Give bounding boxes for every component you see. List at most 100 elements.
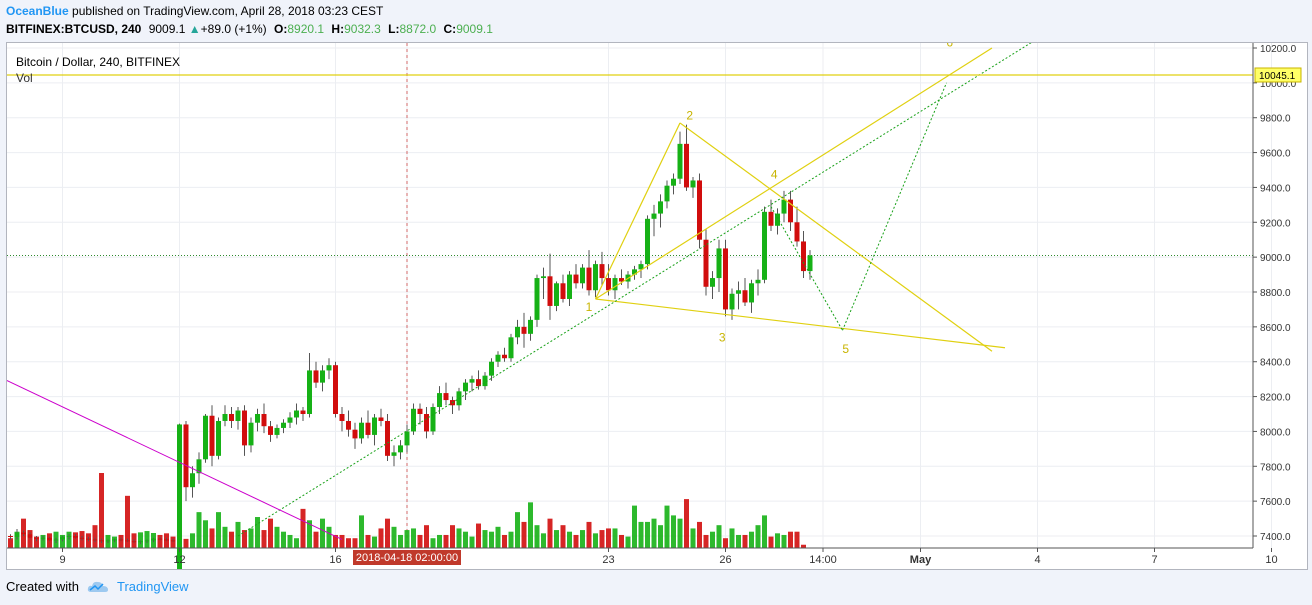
candle — [222, 414, 228, 421]
volume-bar — [567, 531, 572, 548]
volume-bar — [8, 538, 13, 548]
candle — [34, 537, 39, 539]
volume-bar — [229, 531, 234, 548]
volume-bar — [40, 534, 46, 548]
close-value: 9009.1 — [456, 22, 493, 36]
volume-bar — [326, 526, 332, 548]
volume-bar — [222, 526, 228, 548]
candle — [749, 283, 754, 303]
wave-label: 2 — [686, 108, 693, 122]
low-label: L: — [388, 22, 400, 36]
open-value: 8920.1 — [287, 22, 325, 36]
candle — [723, 248, 728, 310]
volume-bar — [762, 515, 767, 548]
price-tick-label: 8600.0 — [1260, 323, 1291, 334]
volume-bar — [300, 508, 306, 548]
candle — [437, 393, 442, 408]
candle — [573, 274, 579, 284]
volume-bar — [775, 533, 780, 548]
volume-bar — [671, 515, 676, 548]
candle — [671, 178, 676, 186]
candle — [40, 537, 46, 539]
volume-bar — [372, 536, 377, 548]
wave-label: 3 — [719, 331, 726, 345]
candle — [359, 422, 364, 439]
tradingview-link[interactable]: TradingView — [116, 579, 189, 594]
footer: Created with TradingView — [6, 579, 189, 594]
candle — [690, 180, 696, 188]
tradingview-cloud-icon — [87, 581, 108, 592]
volume-bar — [547, 518, 553, 548]
candle — [190, 473, 195, 488]
trend-line-dotted — [237, 43, 1032, 537]
volume-bar — [365, 534, 371, 548]
volume-bar — [60, 534, 65, 548]
candle — [14, 532, 20, 537]
volume-bar — [307, 520, 312, 548]
volume-bar — [216, 512, 221, 548]
low-value: 8872.0 — [399, 22, 437, 36]
author-link[interactable]: OceanBlue — [6, 4, 69, 18]
chart-panel[interactable]: 1234567400.07600.07800.08000.08200.08400… — [6, 42, 1308, 570]
volume-bar — [606, 528, 611, 548]
volume-bar — [235, 521, 241, 548]
volume-bar — [294, 538, 299, 548]
chart-title: Bitcoin / Dollar, 240, BITFINEX — [16, 55, 181, 69]
candle — [118, 539, 124, 541]
price-tick-label: 7600.0 — [1260, 497, 1291, 508]
candle — [105, 540, 111, 542]
candle — [8, 536, 13, 537]
candle — [586, 267, 592, 291]
volume-bar — [723, 538, 728, 548]
time-tick-label: 9 — [59, 554, 65, 566]
candle — [99, 540, 104, 542]
candle — [762, 211, 767, 280]
candle — [320, 370, 325, 383]
volume-bar — [560, 525, 566, 548]
candle — [528, 319, 533, 334]
candle — [677, 143, 683, 179]
candle — [235, 410, 241, 421]
price-tick-label: 7400.0 — [1260, 532, 1291, 543]
trend-line-fib — [595, 47, 993, 300]
volume-bar — [92, 525, 98, 548]
price-tick-label: 8800.0 — [1260, 288, 1291, 299]
candle — [515, 326, 520, 338]
candle — [385, 420, 390, 456]
candle — [261, 414, 267, 427]
candle — [138, 541, 143, 543]
candle — [495, 354, 501, 362]
candle — [307, 370, 312, 414]
candle — [612, 278, 618, 291]
candle — [807, 255, 813, 272]
volume-bar — [203, 520, 208, 548]
created-with-text: Created with — [6, 579, 79, 594]
volume-bar — [268, 518, 273, 548]
candle — [482, 375, 488, 387]
volume-bar — [729, 528, 735, 548]
volume-bar — [404, 530, 410, 548]
candle — [768, 211, 774, 226]
volume-bar — [430, 538, 436, 548]
candle — [521, 326, 527, 334]
volume-bar — [645, 521, 650, 548]
volume-bar — [463, 531, 468, 548]
wave-label: 5 — [842, 342, 849, 356]
volume-bar — [320, 518, 325, 548]
price-tick-label: 10200.0 — [1260, 44, 1297, 55]
candle — [339, 414, 345, 421]
high-value: 9032.3 — [344, 22, 381, 36]
candle — [391, 452, 397, 456]
volume-bar — [586, 521, 592, 548]
candle — [177, 424, 182, 569]
candle — [229, 414, 234, 421]
candle — [66, 536, 72, 537]
candle — [775, 213, 780, 226]
volume-bar — [677, 518, 683, 548]
price-chart[interactable]: 1234567400.07600.07800.08000.08200.08400… — [7, 43, 1307, 569]
candle — [281, 422, 286, 428]
candle — [710, 278, 715, 287]
candle — [287, 417, 293, 423]
open-label: O: — [274, 22, 288, 36]
volume-bar — [593, 533, 598, 548]
